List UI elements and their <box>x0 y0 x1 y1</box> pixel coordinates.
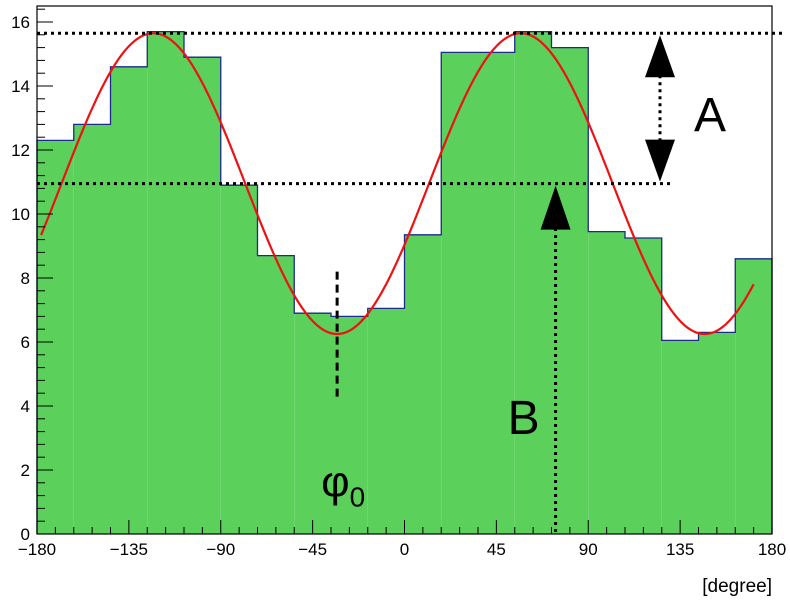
histogram-bar <box>73 124 111 535</box>
y-tick-label: 12 <box>11 141 30 160</box>
histogram-bar <box>110 66 148 535</box>
histogram-bar <box>367 308 405 534</box>
phase-label: φ0 <box>321 457 365 512</box>
histogram-bar <box>478 52 515 535</box>
histogram-bar <box>735 258 772 534</box>
y-tick-label: 16 <box>11 13 30 32</box>
x-tick-label: 135 <box>666 540 694 559</box>
x-tick-label: 0 <box>400 540 409 559</box>
x-tick-label: 90 <box>579 540 598 559</box>
y-tick-label: 14 <box>11 77 30 96</box>
histogram-bar <box>441 52 478 535</box>
histogram-outline <box>36 30 773 534</box>
histogram-bar <box>661 340 699 534</box>
histogram-bar <box>588 231 625 534</box>
amplitude-arrow-up-icon <box>645 35 675 78</box>
y-tick-label: 0 <box>21 525 30 544</box>
histogram-bar <box>404 234 442 535</box>
amplitude-label: A <box>694 89 726 142</box>
histogram-bar <box>294 313 331 534</box>
histogram-bar <box>625 238 662 534</box>
x-axis-title: [degree] <box>702 576 772 597</box>
histogram-bar <box>257 255 295 534</box>
annotations: A Bφ0 <box>321 35 726 532</box>
axes: −180 −135 −90 −45 0 45 90 135 180 0 2 4 6 8 10 12 14 16 <box>11 5 786 559</box>
histogram-bar <box>514 31 552 534</box>
histogram-bar <box>147 31 184 534</box>
y-tick-label: 8 <box>21 269 30 288</box>
histogram-bar <box>220 185 258 534</box>
x-tick-label: −90 <box>206 540 235 559</box>
reference-lines <box>37 31 782 186</box>
y-tick-label: 2 <box>21 461 30 480</box>
y-tick-label: 4 <box>21 397 30 416</box>
x-tick-label: −180 <box>18 540 56 559</box>
histogram-bar <box>698 332 736 534</box>
y-tick-label: 6 <box>21 333 30 352</box>
x-tick-label: 45 <box>487 540 506 559</box>
y-tick-label: 10 <box>11 205 30 224</box>
offset-label: B <box>508 392 540 445</box>
x-tick-label: −135 <box>110 540 148 559</box>
histogram-bar <box>184 57 221 534</box>
sine-fit-curve <box>40 32 755 336</box>
histogram-bar <box>551 47 589 534</box>
offset-arrow-head-icon <box>540 185 571 230</box>
histogram-bar <box>37 140 74 534</box>
histogram-bars <box>37 31 772 535</box>
x-tick-label: −45 <box>298 540 327 559</box>
x-tick-label: 180 <box>758 540 786 559</box>
amplitude-arrow-down-icon <box>645 139 675 182</box>
